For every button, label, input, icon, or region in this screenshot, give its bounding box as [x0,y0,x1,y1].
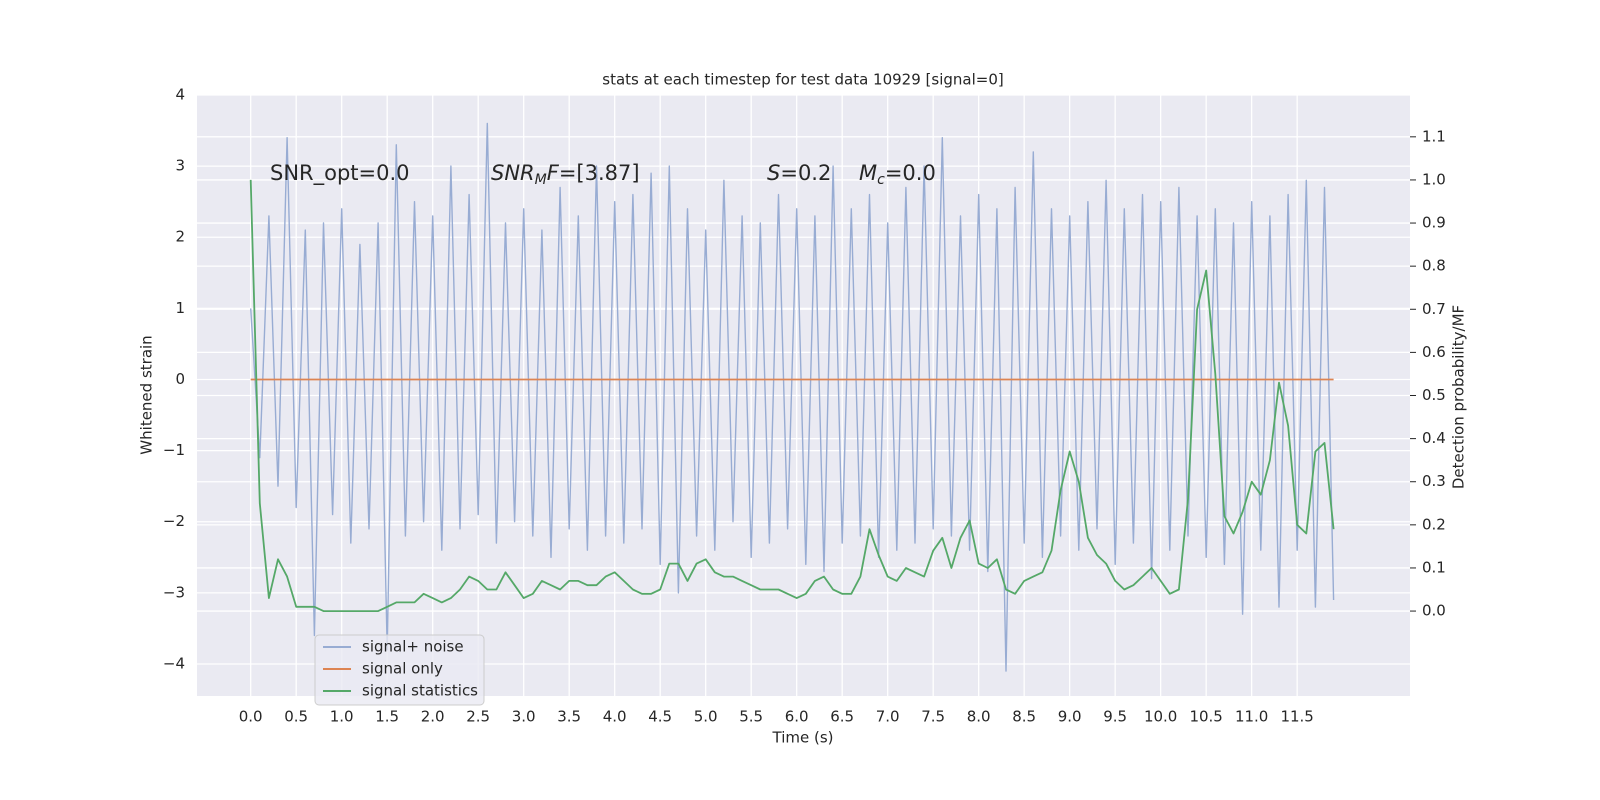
x-tick-label: 1.5 [375,708,399,726]
y-tick-label: −4 [163,654,185,672]
series-line [249,179,1335,612]
x-tick-label: 6.0 [785,708,809,726]
annotation-part: M [859,161,877,185]
legend: signal+ noise signal only signal statistic… [314,634,485,706]
y2-tick-label: 0.9 [1422,214,1446,232]
annotation-part: c [877,172,885,188]
legend-label: signal only [362,660,443,678]
x-tick-label: 0.5 [284,708,308,726]
x-tick-label: 0.0 [239,708,263,726]
chart-title: stats at each timestep for test data 109… [602,71,1003,89]
series-line [250,122,1335,672]
y2-tick-label: 0.7 [1422,300,1446,318]
annotation-part: S [767,161,780,185]
x-tick-label: 8.0 [967,708,991,726]
y-tick-label: −1 [163,441,185,459]
x-tick-label: 7.5 [921,708,945,726]
x-tick-label: 1.0 [330,708,354,726]
x-tick-label: 7.0 [876,708,900,726]
y-tick-label: −3 [163,583,185,601]
x-tick-label: 11.0 [1235,708,1268,726]
annotation-part: =0.2 [780,161,831,185]
annotation: SNR_opt=0.0 [270,161,410,186]
annotation: Mc=0.0 [859,161,936,188]
x-tick-label: 3.5 [557,708,581,726]
grid [197,94,1410,696]
annotation-part: =[3.87] [559,161,640,185]
y-tick-label: 0 [175,370,185,388]
y2-tick-label: 0.1 [1422,558,1446,576]
y2-tick-label: 1.1 [1422,127,1446,145]
y-tick-label: 3 [175,157,185,175]
x-tick-label: 2.0 [421,708,445,726]
x-tick-label: 4.0 [603,708,627,726]
y-tick-label: −2 [163,512,185,530]
y2-tick-label: 0.3 [1422,472,1446,490]
annotation: SNRMF=[3.87] [491,161,640,188]
y-tick-label: 1 [175,299,185,317]
legend-label: signal+ noise [362,638,464,656]
y2-tick-label: 0.2 [1422,515,1446,533]
annotation-part: M [535,172,547,188]
x-tick-label: 5.0 [694,708,718,726]
y-tick-label: 4 [175,86,185,104]
legend-label: signal statistics [362,682,478,700]
annotation-part: F [547,161,560,185]
x-tick-label: 3.0 [512,708,536,726]
annotation-part: SNR_opt=0.0 [270,161,410,186]
x-tick-label: 4.5 [648,708,672,726]
x-tick-label: 10.5 [1189,708,1222,726]
annotation-part: SNR [491,161,535,185]
y-tick-label: 2 [175,228,185,246]
x-axis-label: Time (s) [772,729,834,747]
x-tick-label: 9.0 [1058,708,1082,726]
x-tick-label: 6.5 [830,708,854,726]
legend-box [314,634,485,706]
y2-tick-label: 1.0 [1422,170,1446,188]
x-tick-label: 9.5 [1103,708,1127,726]
y2-tick-label: 0.5 [1422,386,1446,404]
x-tick-label: 10.0 [1144,708,1177,726]
y2-tick-label: 0.4 [1422,429,1446,447]
annotation: S=0.2 [767,161,831,185]
x-tick-label: 8.5 [1012,708,1036,726]
y-axis-label: Whitened strain [138,335,156,454]
y2-tick-label: 0.0 [1422,602,1446,620]
y2-tick-label: 0.8 [1422,257,1446,275]
x-tick-label: 5.5 [739,708,763,726]
annotation-part: =0.0 [885,161,936,185]
y2-tick-label: 0.6 [1422,343,1446,361]
x-tick-label: 2.5 [466,708,490,726]
x-tick-label: 11.5 [1280,708,1313,726]
y2-axis-label: Detection probability/MF [1450,305,1468,489]
